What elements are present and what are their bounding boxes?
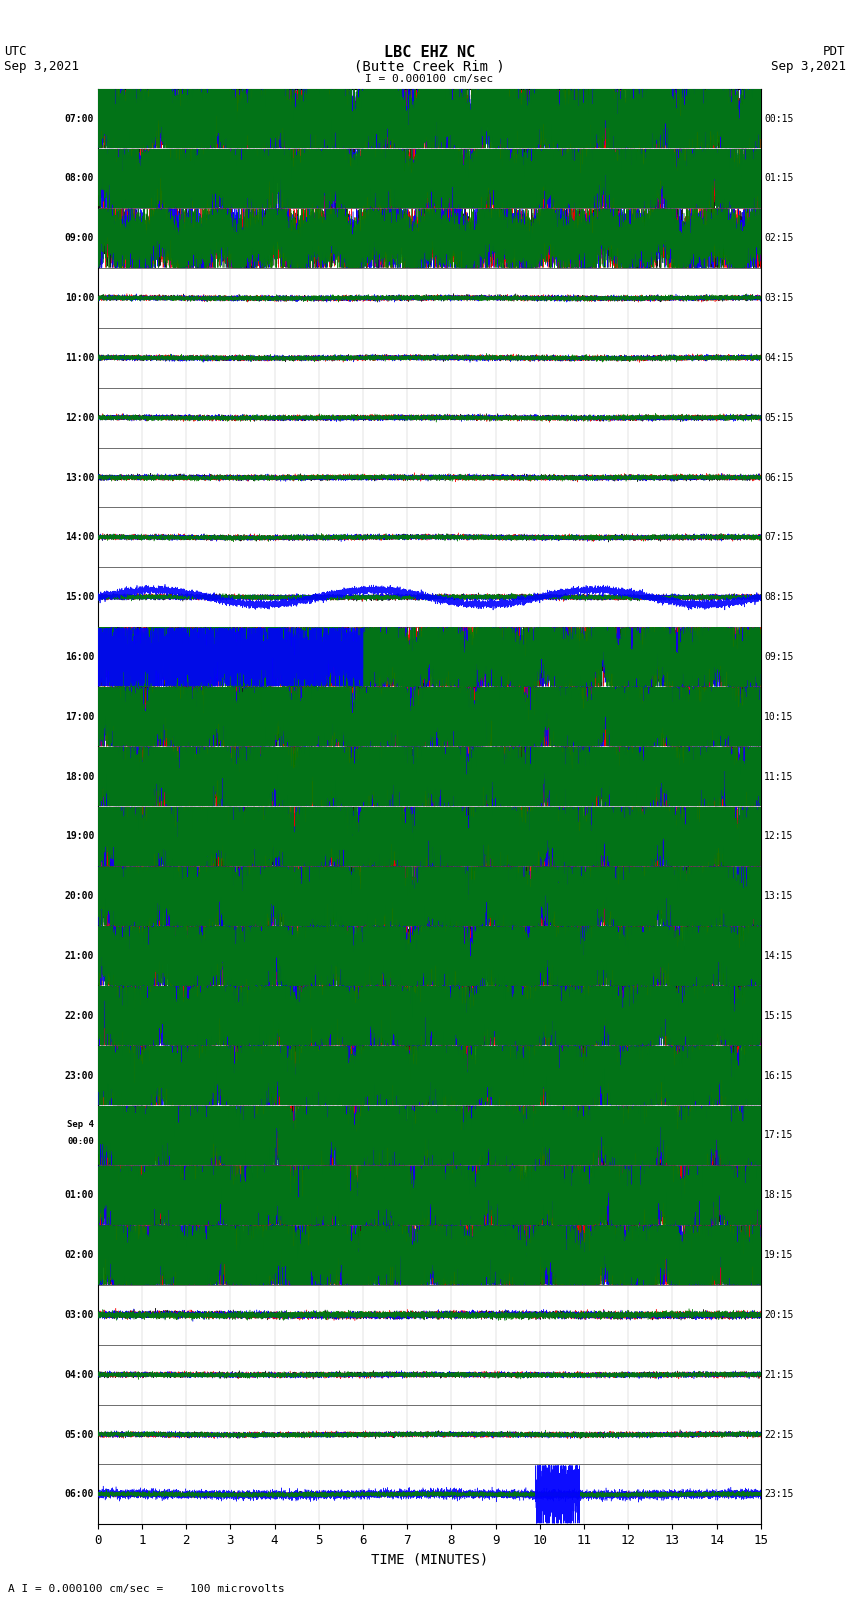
- Text: 03:15: 03:15: [764, 294, 794, 303]
- Text: 01:15: 01:15: [764, 174, 794, 184]
- Text: 12:00: 12:00: [65, 413, 94, 423]
- Text: LBC EHZ NC: LBC EHZ NC: [383, 45, 475, 60]
- Text: Sep 3,2021: Sep 3,2021: [4, 60, 79, 73]
- Text: 06:00: 06:00: [65, 1489, 94, 1500]
- Text: 16:15: 16:15: [764, 1071, 794, 1081]
- Text: 13:15: 13:15: [764, 892, 794, 902]
- Text: 11:00: 11:00: [65, 353, 94, 363]
- Text: 05:15: 05:15: [764, 413, 794, 423]
- Text: 20:15: 20:15: [764, 1310, 794, 1319]
- Text: 18:00: 18:00: [65, 771, 94, 782]
- Text: (Butte Creek Rim ): (Butte Creek Rim ): [354, 60, 505, 74]
- Text: Sep 3,2021: Sep 3,2021: [771, 60, 846, 73]
- Text: I = 0.000100 cm/sec: I = 0.000100 cm/sec: [366, 74, 493, 84]
- Text: 14:00: 14:00: [65, 532, 94, 542]
- Text: 18:15: 18:15: [764, 1190, 794, 1200]
- Text: Sep 4: Sep 4: [67, 1119, 94, 1129]
- Text: 03:00: 03:00: [65, 1310, 94, 1319]
- Text: 21:15: 21:15: [764, 1369, 794, 1379]
- Text: 13:00: 13:00: [65, 473, 94, 482]
- Text: 00:15: 00:15: [764, 113, 794, 124]
- Text: 17:00: 17:00: [65, 711, 94, 721]
- Text: 19:15: 19:15: [764, 1250, 794, 1260]
- Text: 09:00: 09:00: [65, 234, 94, 244]
- Text: 06:15: 06:15: [764, 473, 794, 482]
- Text: A I = 0.000100 cm/sec =    100 microvolts: A I = 0.000100 cm/sec = 100 microvolts: [8, 1584, 286, 1594]
- Text: 09:15: 09:15: [764, 652, 794, 661]
- Text: 04:15: 04:15: [764, 353, 794, 363]
- Text: 11:15: 11:15: [764, 771, 794, 782]
- Text: 10:00: 10:00: [65, 294, 94, 303]
- Text: 04:00: 04:00: [65, 1369, 94, 1379]
- Text: 08:15: 08:15: [764, 592, 794, 602]
- Text: 15:00: 15:00: [65, 592, 94, 602]
- Text: 15:15: 15:15: [764, 1011, 794, 1021]
- Text: 02:00: 02:00: [65, 1250, 94, 1260]
- Text: 00:00: 00:00: [67, 1137, 94, 1145]
- Text: 16:00: 16:00: [65, 652, 94, 661]
- Text: 23:00: 23:00: [65, 1071, 94, 1081]
- Text: PDT: PDT: [824, 45, 846, 58]
- Text: 22:00: 22:00: [65, 1011, 94, 1021]
- Text: UTC: UTC: [4, 45, 26, 58]
- Text: 22:15: 22:15: [764, 1429, 794, 1439]
- Text: 21:00: 21:00: [65, 952, 94, 961]
- Text: 20:00: 20:00: [65, 892, 94, 902]
- X-axis label: TIME (MINUTES): TIME (MINUTES): [371, 1553, 488, 1566]
- Text: 12:15: 12:15: [764, 831, 794, 842]
- Text: 07:15: 07:15: [764, 532, 794, 542]
- Text: 17:15: 17:15: [764, 1131, 794, 1140]
- Text: 14:15: 14:15: [764, 952, 794, 961]
- Text: 02:15: 02:15: [764, 234, 794, 244]
- Text: 23:15: 23:15: [764, 1489, 794, 1500]
- Text: 08:00: 08:00: [65, 174, 94, 184]
- Text: 10:15: 10:15: [764, 711, 794, 721]
- Text: 05:00: 05:00: [65, 1429, 94, 1439]
- Text: 01:00: 01:00: [65, 1190, 94, 1200]
- Text: 19:00: 19:00: [65, 831, 94, 842]
- Text: 07:00: 07:00: [65, 113, 94, 124]
